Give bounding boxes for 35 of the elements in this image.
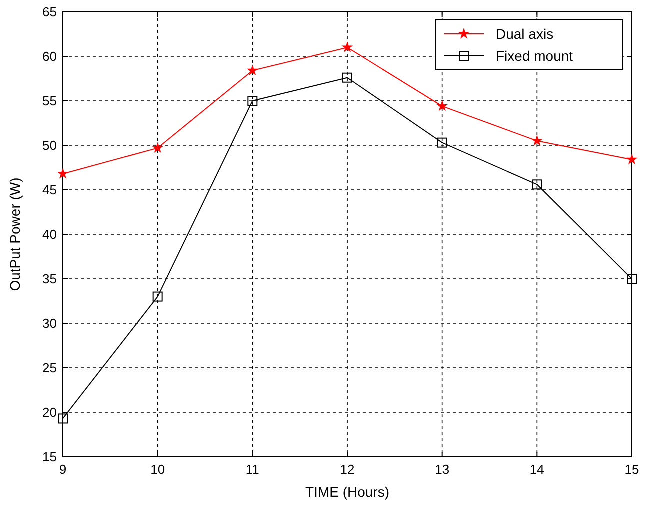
point: [532, 180, 542, 190]
x-tick-label: 14: [530, 462, 544, 477]
y-tick-label: 60: [42, 49, 57, 64]
legend-label: Fixed mount: [496, 48, 574, 64]
point: [342, 42, 354, 52]
legend-label: Dual axis: [496, 26, 554, 42]
x-tick-label: 11: [246, 462, 260, 477]
y-tick-label: 25: [42, 360, 57, 376]
point: [152, 142, 164, 153]
y-tick-label: 55: [42, 94, 57, 108]
x-tick-label: 9: [59, 462, 67, 477]
y-tick-label: 65: [42, 4, 57, 20]
point: [436, 100, 448, 112]
y-tick-label: 50: [42, 138, 57, 153]
point: [437, 138, 448, 148]
x-tick-label: 13: [435, 462, 450, 477]
point: [626, 154, 638, 165]
y-axis-title: OutPut Power (W): [7, 178, 23, 292]
y-tick-label: 15: [42, 450, 57, 464]
point: [248, 96, 258, 106]
y-tick-label: 30: [42, 316, 57, 331]
point: [152, 292, 163, 302]
x-tick-label: 10: [150, 462, 166, 477]
y-tick-label: 20: [42, 405, 57, 420]
x-tick-label: 12: [340, 462, 355, 477]
x-axis-title: TIME (Hours): [306, 484, 390, 500]
point: [531, 135, 543, 146]
point: [342, 72, 352, 83]
x-tick-label: 15: [624, 462, 640, 477]
y-tick-label: 45: [42, 182, 57, 198]
y-tick-label: 40: [42, 227, 57, 242]
point: [246, 64, 258, 76]
point: [58, 414, 68, 424]
y-tick-label: 35: [42, 272, 57, 286]
point: [57, 168, 69, 179]
